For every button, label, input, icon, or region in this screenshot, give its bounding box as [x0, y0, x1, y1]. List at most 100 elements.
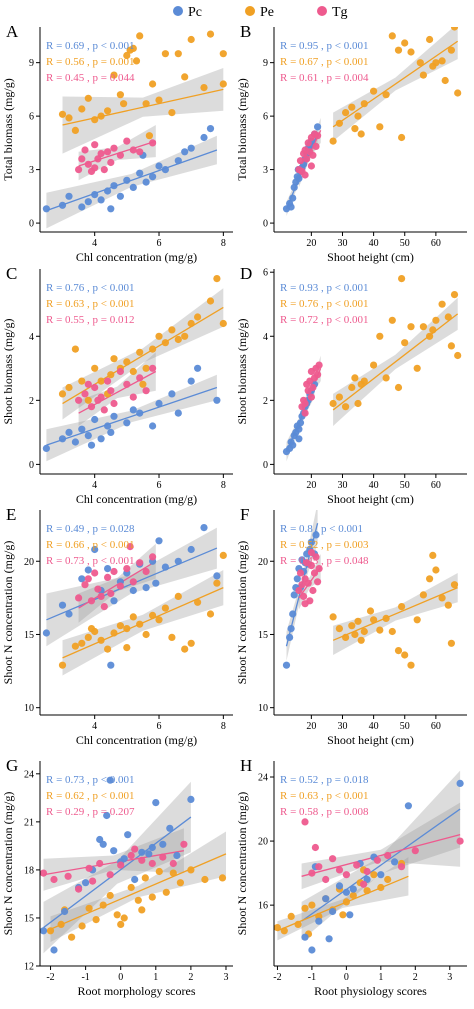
- point-tg: [309, 151, 317, 159]
- point-pc: [78, 575, 86, 583]
- point-pe: [201, 875, 209, 884]
- point-tg: [296, 157, 305, 165]
- point-pe: [342, 898, 350, 906]
- point-tg: [106, 871, 114, 879]
- point-pe: [329, 137, 337, 145]
- y-tick-label: 3: [29, 165, 34, 176]
- point-pe: [401, 39, 409, 47]
- point-pe: [360, 100, 368, 108]
- point-pc: [293, 575, 301, 583]
- point-pe: [113, 911, 121, 919]
- point-pc: [314, 123, 322, 131]
- point-tg: [300, 592, 308, 601]
- point-pe: [132, 57, 141, 65]
- point-pc: [61, 907, 69, 916]
- point-pe: [419, 71, 427, 79]
- point-pe: [384, 875, 392, 884]
- x-tick-label: 20: [306, 480, 316, 491]
- point-pc: [129, 586, 137, 595]
- point-pc: [456, 779, 464, 788]
- point-pc: [84, 198, 92, 206]
- point-pc: [287, 438, 295, 446]
- point-tg: [411, 847, 419, 855]
- point-tg: [312, 142, 320, 150]
- legend-label: Pc: [188, 5, 202, 20]
- point-pe: [329, 613, 337, 621]
- point-tg: [298, 581, 306, 589]
- panel-label: D: [240, 264, 252, 283]
- point-tg: [295, 586, 303, 595]
- point-pc: [168, 390, 176, 398]
- point-pe: [388, 316, 396, 324]
- point-tg: [307, 562, 315, 570]
- point-pc: [96, 835, 104, 844]
- point-pc: [58, 435, 67, 443]
- point-pe: [335, 119, 343, 127]
- point-pc: [155, 162, 163, 170]
- point-pe: [429, 551, 437, 560]
- point-pe: [161, 50, 169, 58]
- y-tick-label: 0: [263, 460, 268, 471]
- point-pc: [136, 409, 144, 417]
- point-tg: [301, 818, 309, 826]
- fit-layer: [285, 27, 459, 216]
- point-tg: [81, 146, 89, 154]
- x-tick-label: 2: [188, 972, 193, 983]
- point-pe: [91, 116, 99, 124]
- y-tick-label: 0: [29, 219, 34, 230]
- x-tick-label: 8: [221, 721, 226, 732]
- point-pc: [349, 885, 357, 893]
- point-pe: [110, 355, 118, 363]
- point-pc: [174, 157, 182, 165]
- point-pe: [181, 645, 189, 653]
- point-pe: [168, 109, 176, 117]
- point-pc: [329, 907, 337, 916]
- point-tg: [373, 856, 381, 864]
- point-pe: [363, 887, 371, 895]
- panel-label: F: [240, 505, 249, 524]
- point-pe: [413, 616, 421, 624]
- point-tg: [91, 164, 99, 172]
- point-pc: [187, 545, 195, 554]
- point-pe: [136, 620, 144, 628]
- fit-line-pc: [301, 808, 461, 922]
- point-pc: [78, 425, 86, 433]
- point-tg: [301, 600, 309, 608]
- point-pc: [104, 422, 112, 430]
- x-tick-label: 0: [118, 972, 123, 983]
- x-axis-label: Root morphology scores: [78, 984, 196, 998]
- point-tg: [123, 380, 131, 388]
- point-pe: [219, 80, 227, 88]
- y-tick-label: 6: [29, 112, 34, 123]
- stat-annotation-pc: R = 0.95 , p < 0.001: [280, 40, 369, 52]
- point-pe: [123, 51, 131, 60]
- point-pe: [329, 399, 337, 408]
- y-tick-label: 24: [24, 769, 34, 780]
- point-pe: [107, 371, 115, 379]
- x-axis-label: Chl concentration (mg/g): [76, 733, 197, 747]
- point-pe: [145, 132, 153, 140]
- stat-annotation-pe: R = 0.62 , p < 0.001: [46, 790, 135, 802]
- point-tg: [136, 148, 144, 156]
- point-pe: [370, 616, 378, 624]
- point-pe: [308, 901, 316, 909]
- point-pe: [58, 110, 67, 118]
- point-pe: [161, 339, 169, 347]
- point-tg: [104, 148, 112, 156]
- point-pe: [127, 883, 135, 892]
- y-axis-label: Shoot biomass (mg/g): [235, 318, 249, 424]
- point-pc: [289, 194, 297, 202]
- x-tick-label: 50: [400, 480, 410, 491]
- point-pc: [65, 428, 73, 436]
- point-pe: [287, 912, 295, 921]
- point-tg: [310, 569, 319, 577]
- point-pe: [181, 73, 189, 81]
- point-pe: [441, 76, 449, 85]
- y-tick-label: 24: [258, 773, 268, 784]
- point-pe: [335, 625, 343, 633]
- panel-label: E: [6, 505, 16, 524]
- point-pe: [123, 625, 131, 633]
- point-tg: [91, 569, 99, 577]
- point-tg: [85, 864, 93, 872]
- point-pc: [91, 415, 99, 424]
